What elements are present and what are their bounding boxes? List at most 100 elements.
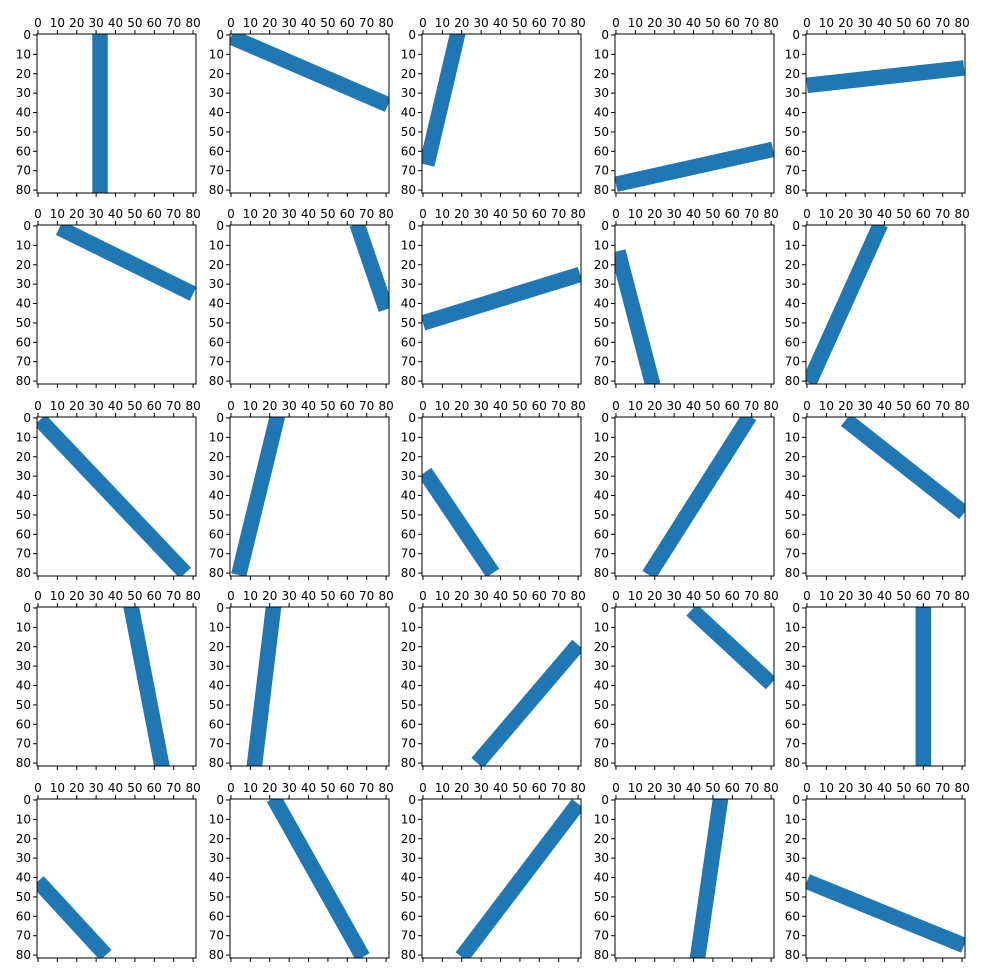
x-tick-label: 40 <box>877 16 892 30</box>
x-tick-label: 60 <box>725 589 740 603</box>
y-tick-label: 50 <box>594 316 609 330</box>
x-tick-label: 70 <box>744 399 759 413</box>
x-tick-label: 30 <box>666 16 681 30</box>
y-tick-label: 50 <box>16 890 31 904</box>
y-tick-label: 30 <box>401 851 416 865</box>
line-stroke <box>231 417 286 576</box>
y-tick-label: 10 <box>16 238 31 252</box>
y-tick-label: 40 <box>401 106 416 120</box>
x-tick-label: 30 <box>281 16 296 30</box>
line-stroke <box>422 467 500 576</box>
y-tick-label: 0 <box>23 219 31 233</box>
x-tick-label: 60 <box>340 589 355 603</box>
y-tick-label: 20 <box>594 67 609 81</box>
x-tick-label: 20 <box>454 399 469 413</box>
y-tick-label: 80 <box>594 374 609 388</box>
x-tick-label: 80 <box>954 781 969 795</box>
x-tick-label: 0 <box>34 399 42 413</box>
axes-frame <box>614 33 775 194</box>
y-tick-label: 70 <box>16 164 31 178</box>
y-tick-label: 20 <box>209 258 224 272</box>
y-tick-label: 20 <box>209 832 224 846</box>
x-tick-label: 50 <box>320 589 335 603</box>
line-stroke <box>471 639 581 766</box>
x-tick-label: 0 <box>419 16 427 30</box>
subplot-2-5: 00 10 10 20 20 30 30 40 40 50 50 60 60 70 70 80 80 <box>785 207 970 388</box>
axes-frame <box>805 416 966 577</box>
y-tick-label: 70 <box>401 737 416 751</box>
x-tick-label: 0 <box>612 16 620 30</box>
x-tick-label: 70 <box>359 589 374 603</box>
subplot-2-1: 00 10 10 20 20 30 30 40 40 50 50 60 60 70 70 80 80 <box>16 207 201 388</box>
x-tick-label: 70 <box>166 781 181 795</box>
x-tick-label: 50 <box>512 16 527 30</box>
y-tick-label: 70 <box>785 547 800 561</box>
x-tick-label: 80 <box>378 781 393 795</box>
x-tick-label: 10 <box>628 399 643 413</box>
y-tick-label: 10 <box>401 47 416 61</box>
x-tick-label: 70 <box>551 16 566 30</box>
x-tick-label: 10 <box>819 16 834 30</box>
x-tick-label: 80 <box>185 16 200 30</box>
subplot-1-4: 00 10 10 20 20 30 30 40 40 50 50 60 60 70 70 80 80 <box>594 16 779 197</box>
x-tick-label: 10 <box>243 589 258 603</box>
x-tick-label: 40 <box>108 589 123 603</box>
y-tick-label: 20 <box>401 832 416 846</box>
x-tick-label: 50 <box>127 16 142 30</box>
y-tick-label: 20 <box>16 450 31 464</box>
x-tick-label: 60 <box>340 399 355 413</box>
x-tick-label: 60 <box>340 207 355 221</box>
y-tick-label: 0 <box>23 28 31 42</box>
x-tick-label: 80 <box>763 399 778 413</box>
x-tick-label: 10 <box>435 589 450 603</box>
y-tick-label: 80 <box>209 756 224 770</box>
y-tick-label: 40 <box>209 679 224 693</box>
subplot-4-4: 00 10 10 20 20 30 30 40 40 50 50 60 60 70 70 80 80 <box>594 589 779 770</box>
x-tick-label: 30 <box>473 16 488 30</box>
x-tick-label: 30 <box>666 589 681 603</box>
y-tick-label: 50 <box>209 508 224 522</box>
x-tick-label: 40 <box>686 781 701 795</box>
x-tick-label: 80 <box>185 781 200 795</box>
subplot-3-2: 00 10 10 20 20 30 30 40 40 50 50 60 60 70 70 80 80 <box>209 399 394 580</box>
y-tick-label: 0 <box>792 793 800 807</box>
y-tick-label: 30 <box>785 469 800 483</box>
y-tick-label: 20 <box>594 258 609 272</box>
x-tick-label: 70 <box>935 207 950 221</box>
y-tick-label: 80 <box>401 948 416 962</box>
plot-area <box>806 225 965 384</box>
x-tick-label: 70 <box>744 781 759 795</box>
plot-area <box>806 607 965 766</box>
subplot-3-4: 00 10 10 20 20 30 30 40 40 50 50 60 60 70 70 80 80 <box>594 399 779 580</box>
x-tick-label: 60 <box>340 781 355 795</box>
x-tick-label: 20 <box>69 399 84 413</box>
x-tick-label: 20 <box>838 589 853 603</box>
x-tick-label: 80 <box>763 207 778 221</box>
x-tick-label: 30 <box>88 781 103 795</box>
y-tick-label: 60 <box>401 527 416 541</box>
x-tick-label: 30 <box>857 399 872 413</box>
y-tick-label: 40 <box>401 297 416 311</box>
x-tick-label: 0 <box>34 207 42 221</box>
x-tick-label: 50 <box>512 781 527 795</box>
x-tick-label: 0 <box>803 399 811 413</box>
y-tick-label: 40 <box>401 679 416 693</box>
x-tick-label: 60 <box>916 207 931 221</box>
x-tick-label: 70 <box>551 589 566 603</box>
y-tick-label: 10 <box>594 430 609 444</box>
x-tick-label: 60 <box>725 399 740 413</box>
x-tick-label: 80 <box>378 589 393 603</box>
y-tick-label: 80 <box>785 948 800 962</box>
y-tick-label: 60 <box>594 717 609 731</box>
y-tick-label: 10 <box>401 620 416 634</box>
y-tick-label: 80 <box>401 183 416 197</box>
subplot-4-3: 00 10 10 20 20 30 30 40 40 50 50 60 60 70 70 80 80 <box>401 589 586 770</box>
x-tick-label: 80 <box>570 16 585 30</box>
y-tick-label: 50 <box>16 698 31 712</box>
y-tick-label: 80 <box>594 948 609 962</box>
y-tick-label: 50 <box>401 508 416 522</box>
x-tick-label: 20 <box>454 589 469 603</box>
x-tick-label: 40 <box>686 207 701 221</box>
x-tick-label: 0 <box>419 399 427 413</box>
